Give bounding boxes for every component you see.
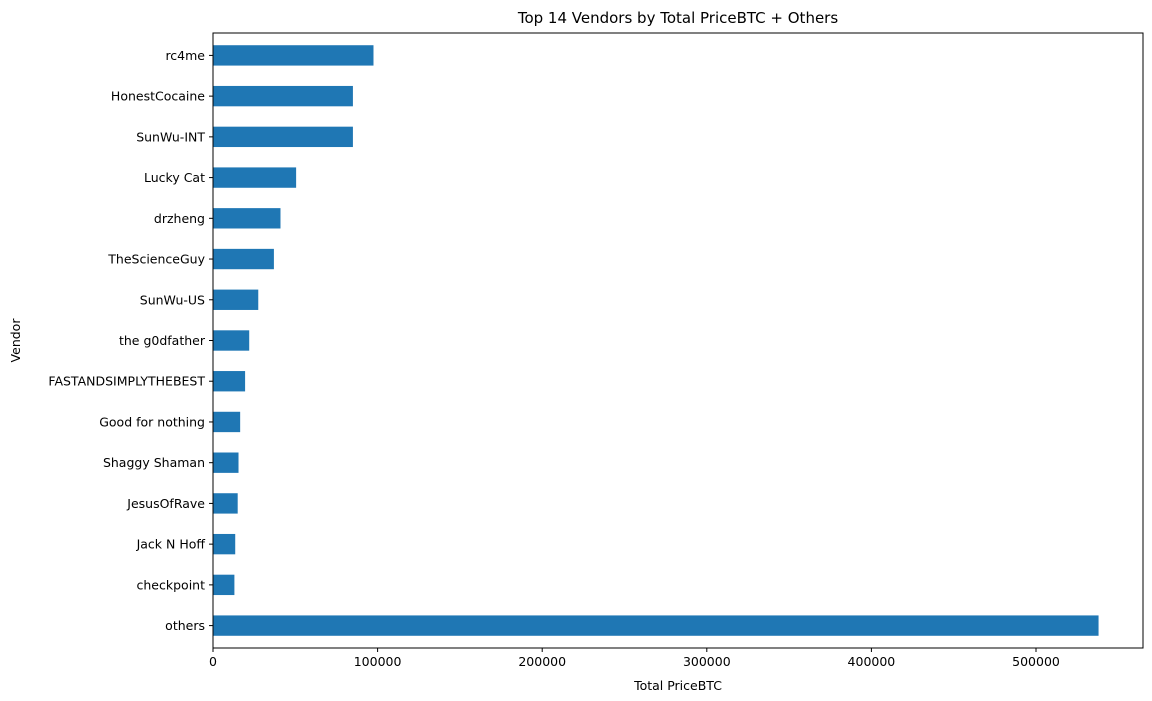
bar-lucky-cat [213,167,297,188]
bar-jesusofrave [213,493,238,514]
x-tick-label: 100000 [354,654,402,669]
chart-title: Top 14 Vendors by Total PriceBTC + Other… [517,9,839,27]
y-tick-label: drzheng [154,211,205,226]
bars [213,45,1099,636]
y-tick-label: SunWu-INT [136,129,205,144]
y-tick-label: FASTANDSIMPLYTHEBEST [48,374,205,389]
bar-good-for-nothing [213,411,241,433]
bar-thescienceguy [213,248,274,270]
plot-frame [212,32,1144,649]
x-axis-ticks: 0 100000 200000 300000 400000 500000 [209,648,1060,669]
x-axis-title: Total PriceBTC [633,678,722,693]
bar-the-g0dfather [213,330,250,351]
y-tick-label: checkpoint [137,577,206,592]
y-tick-label: HonestCocaine [111,89,205,104]
y-tick-label: TheScienceGuy [107,252,205,267]
y-axis-ticks: rc4me HonestCocaine SunWu-INT Lucky Cat drzh… [48,48,213,633]
x-tick-label: 500000 [1012,654,1060,669]
bar-others [213,615,1099,636]
y-tick-label: Lucky Cat [144,170,205,185]
bar-fastandsimplythebest [213,371,246,392]
x-tick-label: 200000 [518,654,566,669]
bar-sunwu-int [213,126,353,148]
bar-honestcocaine [213,85,353,107]
bar-rc4me [213,45,374,66]
y-tick-label: the g0dfather [119,333,206,348]
x-tick-label: 400000 [848,654,896,669]
bar-checkpoint [213,574,235,596]
y-tick-label: Shaggy Shaman [103,455,205,470]
y-tick-label: JesusOfRave [126,496,205,511]
bar-sunwu-us [213,289,259,310]
y-tick-label: others [165,618,205,633]
y-axis-title: Vendor [8,318,23,363]
y-tick-label: Good for nothing [99,414,205,429]
x-tick-label: 0 [209,654,217,669]
y-tick-label: SunWu-US [140,292,205,307]
y-tick-label: Jack N Hoff [136,537,206,552]
y-tick-label: rc4me [165,48,205,63]
bar-drzheng [213,208,281,229]
bar-jack-n-hoff [213,533,236,555]
x-tick-label: 300000 [683,654,731,669]
bar-shaggy-shaman [213,452,239,473]
